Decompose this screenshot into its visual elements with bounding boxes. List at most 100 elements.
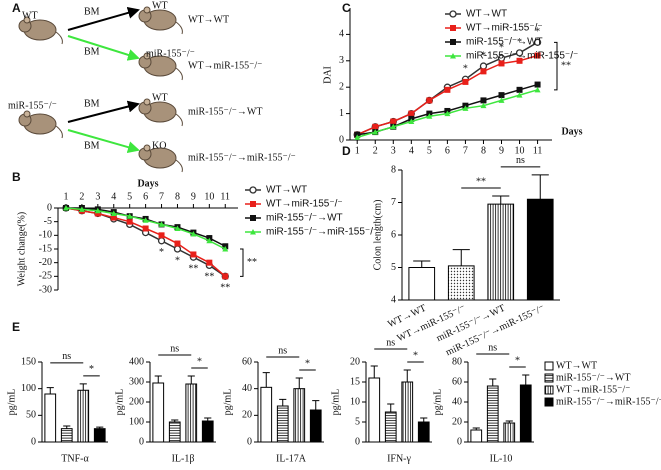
y-tick-label: 7 (391, 197, 396, 208)
arrow-label: BM (84, 98, 100, 109)
panel-letter: B (12, 170, 21, 184)
x-axis-label: IL-17A (276, 453, 307, 464)
point (534, 52, 541, 59)
mouse-label: miR-155⁻/⁻ (8, 100, 57, 111)
y-tick-label: 60 (452, 376, 462, 387)
y-tick-label: -5 (44, 216, 52, 227)
point (516, 92, 523, 98)
bar (526, 198, 554, 301)
arrow (67, 6, 140, 31)
error-bar (79, 383, 87, 391)
mouse-label: miR-155⁻/⁻ (146, 48, 195, 59)
legend-label: WT→miR-155⁻/⁻ (556, 384, 630, 395)
point (515, 49, 524, 57)
point (426, 113, 433, 119)
point (142, 225, 149, 232)
y-axis-label: pg/mL (6, 389, 17, 416)
point (449, 10, 457, 18)
error-bar (154, 375, 162, 383)
legend-label: miR-155⁻/⁻→miR-155⁻/⁻ (556, 396, 661, 407)
annotation: * (515, 355, 520, 366)
legend-label: miR-155⁻/⁻→miR-155⁻/⁻ (266, 227, 378, 238)
point (94, 210, 101, 217)
point (444, 86, 451, 93)
arrow-label: BM (84, 140, 100, 151)
annotation: ** (476, 176, 486, 187)
error-bar (46, 387, 54, 394)
x-tick-label: 4 (409, 145, 414, 156)
annotation: * (463, 64, 468, 75)
point (354, 134, 361, 140)
error-bar (413, 260, 431, 268)
bar (93, 428, 106, 443)
point (174, 240, 181, 247)
bar (44, 393, 57, 443)
error-bar (204, 417, 212, 421)
x-tick-label: 6 (445, 145, 450, 156)
point (450, 53, 456, 59)
point (110, 214, 117, 221)
panel-letter: D (342, 144, 351, 158)
y-tick-label: 1 (339, 108, 344, 119)
x-tick-label: 3 (95, 191, 100, 202)
point (78, 206, 85, 212)
annotation: ** (204, 272, 214, 283)
error-bar (96, 426, 104, 429)
y-tick-label: 0 (47, 202, 52, 213)
y-tick-label: 0 (355, 436, 360, 447)
y-tick-label: 300 (129, 376, 144, 387)
x-tick-label: 2 (79, 191, 84, 202)
point (206, 259, 213, 266)
y-tick-label: 10 (350, 396, 360, 407)
annotation: ns (62, 351, 71, 362)
error-bar (531, 174, 549, 200)
arrow (67, 100, 140, 123)
mouse-label: KO (152, 140, 166, 151)
outcome-label: miR-155⁻/⁻→WT (188, 106, 262, 117)
bar (293, 388, 306, 443)
legend-label: miR-155⁻/⁻→miR-155⁻/⁻ (466, 51, 578, 62)
y-tick-label: 60 (242, 356, 252, 367)
y-tick-label: -15 (39, 243, 52, 254)
x-axis-label: IL-1β (172, 453, 195, 464)
x-tick-label: 11 (533, 145, 543, 156)
y-tick-label: 100 (21, 383, 36, 394)
x-tick-label: 9 (499, 145, 504, 156)
bar (185, 383, 198, 443)
annotation: ns (488, 342, 497, 353)
legend-label: WT→WT (556, 360, 597, 371)
x-tick-label: 8 (175, 191, 180, 202)
x-tick-label: 9 (191, 191, 196, 202)
error-bar (171, 419, 179, 422)
outcome-label: miR-155⁻/⁻→miR-155⁻/⁻ (188, 152, 296, 163)
y-tick-label: 50 (26, 410, 36, 421)
y-axis-label: pg/mL (330, 389, 341, 416)
point (158, 221, 165, 227)
error-bar (505, 420, 513, 423)
y-tick-label: 40 (242, 383, 252, 394)
point (450, 39, 456, 45)
bar (384, 411, 397, 443)
legend-swatch (544, 361, 554, 371)
y-tick-label: 0 (457, 436, 462, 447)
x-axis-label: Days (561, 126, 582, 137)
bar (77, 389, 90, 443)
y-tick-label: 5 (391, 262, 396, 273)
error-bar (387, 403, 395, 412)
mouse-label: WT (152, 92, 168, 103)
mouse-label: WT (152, 0, 168, 11)
point (516, 86, 523, 93)
x-axis-label: TNF-α (61, 453, 89, 464)
y-tick-label: 0 (247, 436, 252, 447)
x-tick-label: 6 (143, 191, 148, 202)
bar (260, 386, 273, 443)
point (534, 81, 541, 88)
point (190, 230, 197, 237)
point (480, 97, 487, 104)
bar (408, 267, 436, 301)
point (249, 186, 257, 194)
error-bar (279, 398, 287, 406)
x-tick-label: 7 (463, 145, 468, 156)
panel-letter: C (342, 1, 351, 15)
